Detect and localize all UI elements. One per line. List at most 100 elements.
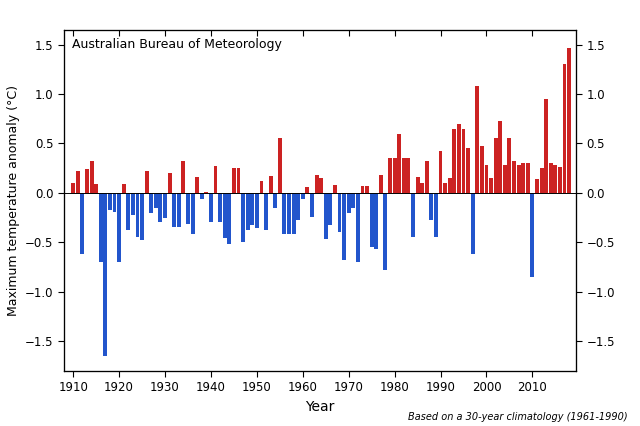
Bar <box>512 161 516 193</box>
Bar <box>429 193 433 221</box>
Text: Australian Bureau of Meteorology: Australian Bureau of Meteorology <box>72 38 282 52</box>
Y-axis label: Maximum temperature anomaly (°C): Maximum temperature anomaly (°C) <box>6 85 20 316</box>
Bar <box>471 193 475 254</box>
Text: Based on a 30-year climatology (1961-1990): Based on a 30-year climatology (1961-199… <box>408 412 627 422</box>
Bar <box>292 193 296 234</box>
Bar <box>255 193 259 228</box>
Bar <box>503 165 507 193</box>
Bar <box>269 176 273 193</box>
Bar <box>209 193 213 222</box>
Bar <box>200 193 204 199</box>
Bar <box>351 193 355 207</box>
Bar <box>214 166 218 193</box>
Bar <box>99 193 102 262</box>
Bar <box>177 193 180 227</box>
Bar <box>457 124 461 193</box>
Bar <box>136 193 140 237</box>
Bar <box>94 184 98 193</box>
Bar <box>508 138 511 193</box>
Bar <box>415 177 420 193</box>
X-axis label: Year: Year <box>305 400 335 414</box>
Bar <box>246 193 250 230</box>
Bar <box>186 193 190 225</box>
Bar <box>493 138 497 193</box>
Bar <box>204 192 208 193</box>
Bar <box>278 138 282 193</box>
Bar <box>227 193 231 244</box>
Bar <box>544 99 548 193</box>
Bar <box>521 163 525 193</box>
Bar <box>360 186 364 193</box>
Bar <box>342 193 346 260</box>
Bar <box>466 148 470 193</box>
Bar <box>402 158 406 193</box>
Bar <box>108 193 112 210</box>
Bar <box>328 193 332 225</box>
Bar <box>434 193 438 237</box>
Bar <box>370 193 374 247</box>
Bar <box>223 193 227 238</box>
Bar <box>388 158 392 193</box>
Bar <box>558 167 562 193</box>
Bar <box>296 193 300 221</box>
Bar <box>365 186 369 193</box>
Bar <box>448 178 452 193</box>
Bar <box>356 193 360 262</box>
Bar <box>531 193 534 277</box>
Bar <box>379 175 383 193</box>
Bar <box>131 193 135 215</box>
Bar <box>259 181 264 193</box>
Bar <box>337 193 342 232</box>
Bar <box>195 177 199 193</box>
Bar <box>287 193 291 234</box>
Bar <box>163 193 167 219</box>
Bar <box>232 168 236 193</box>
Bar <box>480 147 484 193</box>
Bar <box>168 173 172 193</box>
Bar <box>548 163 553 193</box>
Bar <box>140 193 144 240</box>
Bar <box>154 193 158 207</box>
Bar <box>241 193 245 242</box>
Bar <box>145 171 148 193</box>
Bar <box>443 183 447 193</box>
Bar <box>461 129 465 193</box>
Bar <box>567 48 571 193</box>
Bar <box>425 161 429 193</box>
Bar <box>181 161 186 193</box>
Bar <box>420 183 424 193</box>
Bar <box>104 193 108 356</box>
Bar <box>149 193 153 213</box>
Bar <box>237 168 241 193</box>
Bar <box>554 165 557 193</box>
Bar <box>535 179 539 193</box>
Bar <box>438 151 442 193</box>
Bar <box>117 193 121 262</box>
Bar <box>310 193 314 216</box>
Bar <box>563 64 566 193</box>
Bar <box>81 193 84 254</box>
Bar <box>76 171 80 193</box>
Bar <box>218 193 222 222</box>
Bar <box>301 193 305 199</box>
Bar <box>319 178 323 193</box>
Bar <box>90 161 93 193</box>
Bar <box>282 193 286 234</box>
Bar <box>122 184 125 193</box>
Bar <box>489 178 493 193</box>
Bar <box>397 133 401 193</box>
Bar <box>172 193 176 227</box>
Bar <box>374 193 378 249</box>
Bar <box>499 121 502 193</box>
Bar <box>484 165 488 193</box>
Bar <box>526 163 530 193</box>
Bar <box>452 129 456 193</box>
Bar <box>250 193 254 225</box>
Bar <box>126 193 130 230</box>
Bar <box>406 158 410 193</box>
Bar <box>411 193 415 237</box>
Bar <box>273 193 277 207</box>
Bar <box>324 193 328 239</box>
Bar <box>347 193 351 213</box>
Bar <box>159 193 163 222</box>
